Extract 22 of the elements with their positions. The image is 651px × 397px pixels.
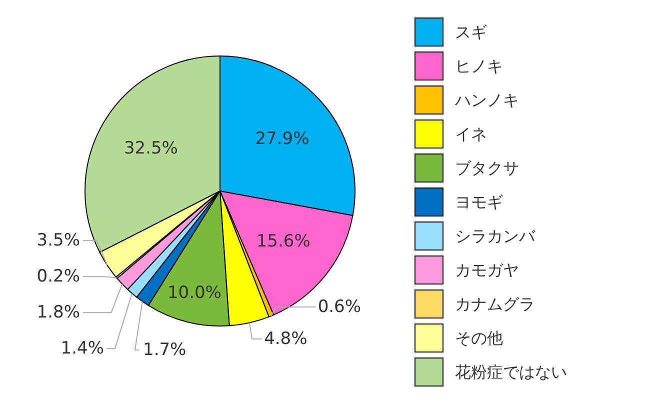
legend-label: カモガヤ xyxy=(455,260,519,280)
data-label: 0.2% xyxy=(36,266,80,287)
legend-label: スギ xyxy=(455,22,487,42)
legend-label: イネ xyxy=(455,124,487,144)
data-label: 27.9% xyxy=(255,129,310,150)
legend-label: 花粉症ではない xyxy=(455,362,567,382)
data-label: 15.6% xyxy=(256,231,310,252)
data-label: 1.4% xyxy=(60,338,104,359)
legend-label: シラカンバ xyxy=(455,226,536,246)
data-label: 10.0% xyxy=(167,283,222,304)
data-label: 1.7% xyxy=(143,340,186,360)
legend-label: ハンノキ xyxy=(454,90,519,110)
data-label: 0.6% xyxy=(318,296,362,317)
data-label: 1.8% xyxy=(36,302,80,323)
legend-label: ブタクサ xyxy=(455,158,519,178)
legend-label: その他 xyxy=(455,328,503,348)
data-label: 4.8% xyxy=(264,328,308,349)
legend-label: ヨモギ xyxy=(455,192,503,212)
data-label: 3.5% xyxy=(36,230,80,251)
data-label: 32.5% xyxy=(124,138,178,159)
legend-label: ヒノキ xyxy=(455,56,503,76)
legend-label: カナムグラ xyxy=(455,294,535,314)
